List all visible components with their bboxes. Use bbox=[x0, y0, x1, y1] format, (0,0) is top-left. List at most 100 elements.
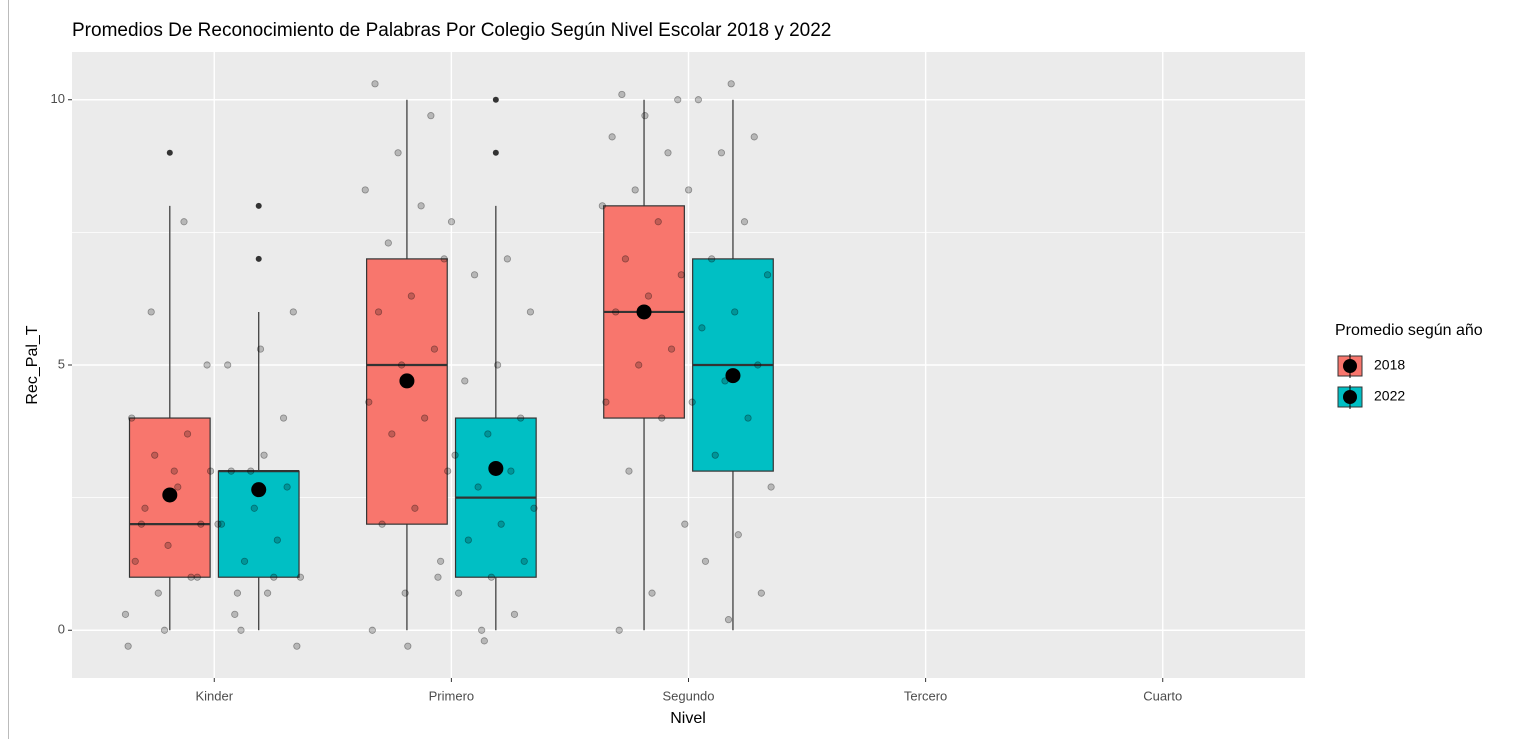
jitter-point bbox=[174, 483, 182, 491]
jitter-point bbox=[717, 149, 726, 157]
jitter-point bbox=[517, 414, 525, 422]
jitter-point bbox=[664, 149, 672, 157]
jitter-point bbox=[365, 398, 373, 406]
jitter-point bbox=[685, 186, 693, 194]
jitter-point bbox=[256, 345, 265, 353]
jitter-point bbox=[641, 112, 649, 120]
jitter-point bbox=[484, 430, 492, 438]
x-tick-label: Primero bbox=[429, 688, 475, 703]
jitter-point bbox=[615, 626, 623, 634]
box-group bbox=[447, 96, 538, 645]
jitter-point bbox=[635, 361, 643, 369]
jitter-point bbox=[724, 616, 733, 624]
x-tick-label: Kinder bbox=[195, 688, 233, 703]
mean-point bbox=[251, 482, 267, 498]
jitter-point bbox=[394, 149, 402, 157]
jitter-point bbox=[701, 557, 710, 565]
jitter-point bbox=[480, 637, 488, 645]
jitter-point bbox=[434, 573, 442, 581]
jitter-point bbox=[250, 504, 258, 512]
jitter-point bbox=[203, 361, 211, 369]
box-group bbox=[121, 149, 215, 650]
jitter-point bbox=[674, 96, 682, 104]
jitter-point bbox=[388, 430, 396, 438]
jitter-point bbox=[612, 308, 620, 316]
jitter-point bbox=[658, 414, 666, 422]
outlier bbox=[492, 149, 499, 156]
box-group bbox=[685, 80, 775, 631]
jitter-point bbox=[444, 467, 452, 475]
jitter-point bbox=[183, 430, 192, 438]
jitter-point bbox=[608, 133, 616, 141]
jitter-point bbox=[688, 398, 696, 406]
jitter-point bbox=[384, 239, 392, 247]
legend-label: 2018 bbox=[1374, 357, 1405, 373]
jitter-point bbox=[214, 520, 222, 528]
mean-point bbox=[162, 487, 178, 503]
jitter-point bbox=[430, 345, 439, 353]
jitter-point bbox=[227, 467, 235, 475]
jitter-point bbox=[503, 255, 511, 263]
jitter-point bbox=[193, 573, 201, 581]
jitter-point bbox=[180, 218, 188, 226]
jitter-point bbox=[440, 255, 448, 263]
y-tick-label: 5 bbox=[58, 356, 65, 371]
jitter-point bbox=[654, 218, 662, 226]
box-group bbox=[214, 202, 305, 650]
jitter-point bbox=[763, 271, 772, 279]
jitter-point bbox=[401, 589, 409, 597]
box bbox=[366, 258, 448, 525]
legend-key-dot bbox=[1343, 390, 1357, 404]
jitter-point bbox=[121, 610, 130, 618]
jitter-point bbox=[667, 345, 676, 353]
jitter-point bbox=[497, 520, 505, 528]
jitter-point bbox=[734, 531, 742, 539]
jitter-point bbox=[279, 414, 288, 422]
jitter-point bbox=[263, 589, 272, 597]
jitter-point bbox=[137, 520, 146, 528]
jitter-point bbox=[677, 271, 685, 279]
outlier bbox=[492, 96, 499, 103]
legend-label: 2022 bbox=[1374, 388, 1405, 404]
x-tick-label: Tercero bbox=[904, 688, 947, 703]
jitter-point bbox=[427, 112, 435, 120]
jitter-point bbox=[767, 483, 775, 491]
jitter-point bbox=[371, 80, 379, 88]
outlier bbox=[255, 255, 262, 262]
box-group bbox=[361, 80, 452, 650]
jitter-point bbox=[698, 324, 706, 332]
jitter-point bbox=[510, 610, 519, 618]
jitter-point bbox=[681, 520, 689, 528]
jitter-point bbox=[461, 377, 469, 385]
jitter-point bbox=[217, 520, 226, 528]
y-tick-label: 0 bbox=[58, 622, 65, 637]
jitter-point bbox=[526, 308, 535, 316]
jitter-point bbox=[404, 642, 412, 650]
jitter-point bbox=[293, 642, 301, 650]
x-tick-label: Segundo bbox=[662, 688, 714, 703]
jitter-point bbox=[260, 451, 268, 459]
legend-title: Promedio según año bbox=[1335, 322, 1483, 339]
jitter-point bbox=[530, 504, 538, 512]
jitter-point bbox=[270, 573, 278, 581]
jitter-point bbox=[740, 218, 749, 226]
jitter-point bbox=[727, 80, 735, 88]
jitter-point bbox=[470, 271, 479, 279]
mean-point bbox=[399, 373, 415, 389]
jitter-point bbox=[644, 292, 653, 300]
jitter-point bbox=[750, 133, 758, 141]
jitter-point bbox=[247, 467, 255, 475]
jitter-point bbox=[731, 308, 739, 316]
jitter-point bbox=[625, 467, 633, 475]
jitter-point bbox=[744, 414, 752, 422]
jitter-point bbox=[160, 626, 169, 634]
jitter-point bbox=[451, 451, 459, 459]
jitter-point bbox=[621, 255, 630, 263]
x-tick-label: Cuarto bbox=[1143, 688, 1182, 703]
outlier bbox=[255, 202, 262, 209]
jitter-point bbox=[374, 308, 383, 316]
jitter-point bbox=[296, 573, 305, 581]
jitter-point bbox=[289, 308, 297, 316]
y-axis-label: Rec_Pal_T bbox=[24, 325, 41, 404]
jitter-point bbox=[618, 90, 626, 99]
